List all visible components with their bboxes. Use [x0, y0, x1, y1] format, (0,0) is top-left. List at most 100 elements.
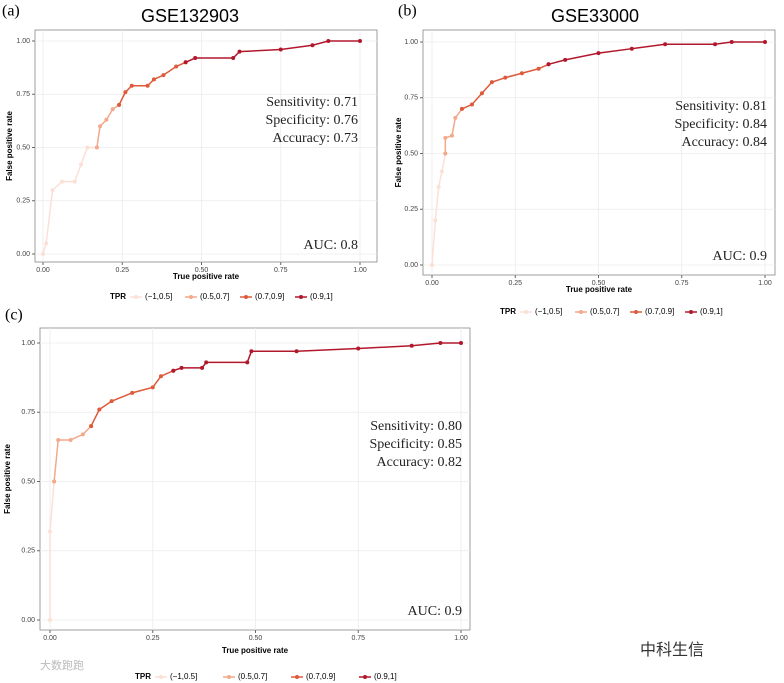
roc-point	[438, 341, 443, 345]
roc-point	[326, 39, 331, 43]
roc-point	[72, 179, 77, 184]
legend-label: (0.9,1]	[700, 307, 723, 316]
roc-point	[174, 64, 179, 69]
legend-swatch	[295, 675, 299, 679]
x-tick-label: 0.50	[249, 635, 263, 642]
y-axis-label: False positive rate	[394, 117, 403, 187]
roc-point	[158, 374, 163, 379]
legend-label: (0.7,0.9]	[306, 672, 335, 681]
roc-point	[94, 145, 99, 150]
roc-line	[461, 63, 549, 110]
metric-annotation: Specificity: 0.84	[674, 117, 767, 132]
x-tick-label: 0.25	[115, 267, 129, 274]
roc-point	[56, 437, 61, 442]
legend-label: (0.5,0.7]	[200, 292, 229, 301]
metric-annotation: Accuracy: 0.73	[272, 131, 358, 146]
roc-point	[89, 424, 94, 429]
roc-point	[278, 47, 283, 52]
roc-point	[85, 145, 90, 150]
chart-panel: (c) 0.00 0.25 0.50 0.75 1.00 0.00 0.25 0.50 0.75 1…	[3, 307, 471, 681]
roc-point	[356, 346, 361, 351]
legend-swatch	[689, 310, 693, 314]
roc-point	[237, 49, 242, 54]
roc-point	[183, 60, 188, 65]
y-tick-label: 0.75	[21, 409, 35, 416]
panel-label: (b)	[398, 3, 417, 20]
legend-label: (0.5,0.7]	[590, 307, 619, 316]
x-tick-label: 0.75	[274, 267, 288, 274]
roc-point	[449, 133, 454, 138]
legend-label: (0.5,0.7]	[238, 672, 267, 681]
roc-point	[439, 169, 444, 174]
panel-label: (a)	[2, 3, 20, 20]
x-tick-label: 0.50	[592, 280, 606, 287]
roc-point	[161, 73, 166, 78]
roc-point	[453, 115, 458, 120]
x-tick-label: 0.50	[195, 267, 209, 274]
y-tick-label: 1.00	[404, 39, 418, 46]
roc-point	[409, 343, 414, 348]
auc-annotation: AUC: 0.9	[408, 604, 462, 619]
roc-point	[294, 349, 299, 354]
x-axis-label: True positive rate	[566, 285, 633, 294]
roc-point	[663, 42, 668, 47]
legend-label: (0.9,1]	[310, 292, 333, 301]
roc-point	[713, 42, 718, 47]
roc-point	[48, 618, 52, 622]
roc-point	[459, 106, 464, 111]
legend-title: TPR	[500, 307, 516, 316]
roc-point	[536, 66, 541, 71]
x-tick-label: 1.00	[758, 280, 772, 287]
legend-swatch	[134, 295, 138, 299]
x-tick-label: 0.25	[508, 280, 522, 287]
roc-point	[117, 102, 122, 107]
watermark: 中科生信	[640, 641, 704, 659]
y-tick-label: 0.25	[404, 206, 418, 213]
roc-point	[469, 102, 474, 107]
roc-point	[104, 117, 109, 122]
y-tick-label: 0.00	[404, 262, 418, 269]
roc-point	[436, 184, 441, 189]
roc-point	[519, 71, 524, 76]
legend-swatch	[634, 310, 638, 314]
y-tick-label: 0.75	[404, 95, 418, 102]
legend-label: (0.7,0.9]	[645, 307, 674, 316]
chart-panel: (b) GSE33000 0.00 0.25 0.50 0.75 1.00 0.00 0.25 0…	[394, 3, 776, 316]
x-tick-label: 0.75	[675, 280, 689, 287]
roc-point	[563, 57, 568, 62]
roc-point	[130, 390, 135, 395]
roc-point	[60, 179, 65, 184]
roc-point	[629, 46, 634, 51]
roc-line	[185, 40, 360, 63]
roc-point	[79, 162, 84, 167]
y-axis-label: False positive rate	[5, 111, 14, 181]
metric-annotation: Sensitivity: 0.80	[370, 419, 462, 434]
roc-point	[249, 349, 254, 354]
roc-point	[98, 124, 103, 129]
metric-annotation: Sensitivity: 0.81	[675, 99, 767, 114]
y-tick-label: 0.50	[404, 150, 418, 157]
legend-label: (−1,0.5]	[145, 292, 172, 301]
legend-swatch	[299, 295, 303, 299]
legend-label: (0.7,0.9]	[255, 292, 284, 301]
roc-point	[231, 56, 236, 61]
plot-border	[422, 29, 776, 276]
chart-title: GSE132903	[141, 6, 239, 26]
roc-point	[97, 407, 102, 412]
roc-point	[310, 43, 315, 48]
auc-annotation: AUC: 0.8	[304, 238, 358, 253]
legend-label: (−1,0.5]	[535, 307, 562, 316]
roc-point	[443, 151, 448, 156]
roc-point	[44, 241, 49, 246]
x-tick-label: 0.75	[351, 635, 365, 642]
roc-point	[459, 341, 463, 345]
y-tick-label: 1.00	[16, 38, 30, 45]
chart-title: GSE33000	[551, 6, 639, 26]
roc-point	[110, 107, 115, 112]
legend-swatch	[363, 675, 367, 679]
y-tick-label: 0.00	[21, 617, 35, 624]
roc-point	[489, 80, 494, 85]
roc-point	[433, 218, 438, 223]
panel-label: (c)	[5, 307, 23, 324]
watermark: 大数跑跑	[40, 658, 84, 672]
